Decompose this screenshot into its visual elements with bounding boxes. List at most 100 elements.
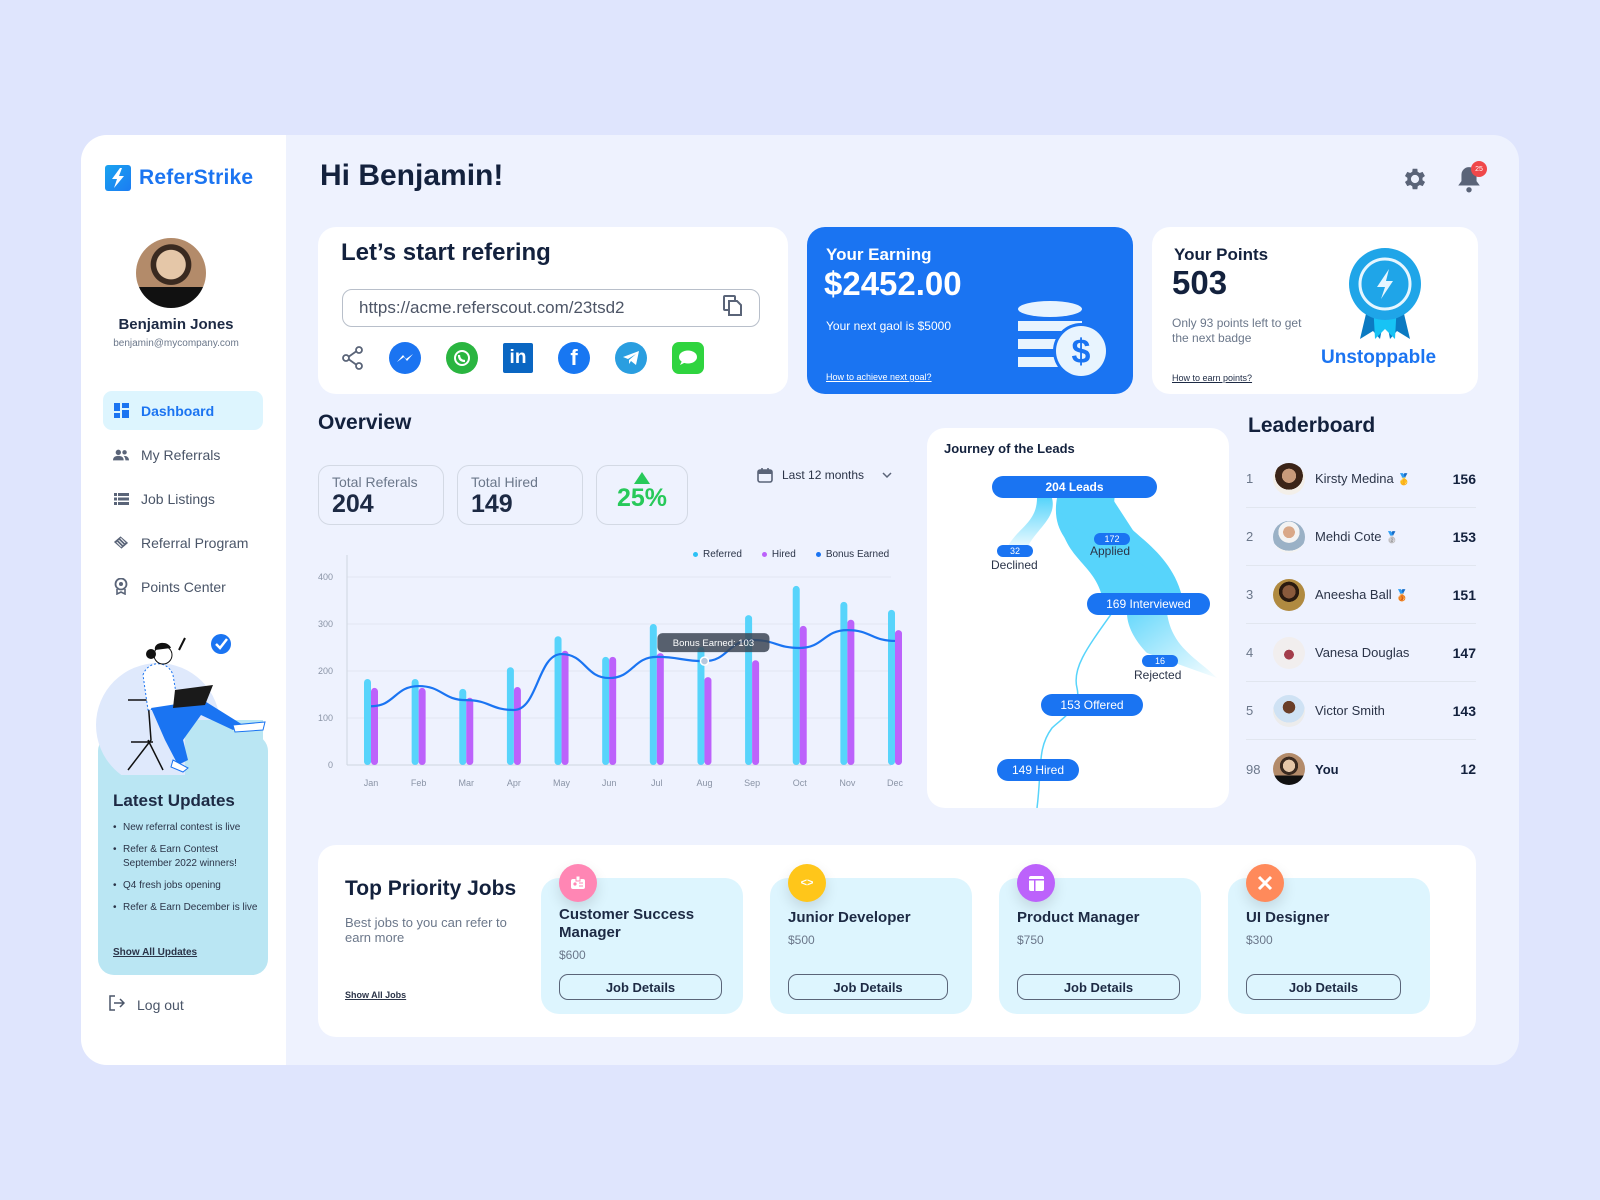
journey-leads: 204 Leads bbox=[992, 476, 1157, 498]
job-details-button[interactable]: Job Details bbox=[1246, 974, 1401, 1000]
leader-score: 151 bbox=[1452, 586, 1476, 603]
leader-score: 12 bbox=[1460, 761, 1476, 777]
job-title: UI Designer bbox=[1246, 909, 1330, 926]
messenger-icon[interactable] bbox=[389, 342, 421, 374]
leader-score: 147 bbox=[1452, 644, 1476, 661]
achieve-goal-link[interactable]: How to achieve next goal? bbox=[826, 372, 932, 382]
job-card: Product Manager $750 Job Details bbox=[999, 864, 1201, 1014]
leader-name: Mehdi Cote 🥈 bbox=[1315, 529, 1399, 544]
date-range-dropdown[interactable]: Last 12 months bbox=[757, 467, 893, 483]
telegram-icon[interactable] bbox=[615, 342, 647, 374]
sidebar-item-dashboard[interactable]: Dashboard bbox=[103, 391, 263, 430]
logo[interactable]: ReferStrike bbox=[105, 165, 253, 191]
share-icon[interactable] bbox=[342, 346, 364, 370]
settings-button[interactable] bbox=[1399, 163, 1431, 195]
job-details-button[interactable]: Job Details bbox=[559, 974, 722, 1000]
show-all-updates-link[interactable]: Show All Updates bbox=[113, 947, 198, 958]
stat-total-referrals: Total Referals 204 bbox=[318, 465, 444, 525]
leaderboard-row-you[interactable]: 98 You 12 bbox=[1246, 740, 1476, 798]
declined-count: 32 bbox=[997, 545, 1033, 557]
gold-medal-icon: 🥇 bbox=[1397, 474, 1412, 486]
bronze-medal-icon: 🥉 bbox=[1395, 590, 1409, 602]
leaderboard-list: 1 Kirsty Medina 🥇 156 2 Mehdi Cote 🥈 153… bbox=[1246, 450, 1476, 798]
avatar bbox=[1273, 753, 1305, 785]
svg-text:Jul: Jul bbox=[651, 778, 663, 788]
leaderboard-row[interactable]: 1 Kirsty Medina 🥇 156 bbox=[1246, 450, 1476, 508]
stat-value: 204 bbox=[332, 490, 374, 518]
job-pay: $600 bbox=[559, 948, 586, 962]
svg-text:300: 300 bbox=[318, 619, 333, 629]
coins-icon: $ bbox=[1018, 301, 1109, 379]
sidebar-item-job-listings[interactable]: Job Listings bbox=[103, 479, 263, 518]
sidebar-item-my-referrals[interactable]: My Referrals bbox=[103, 435, 263, 474]
latest-updates-card: Latest Updates New referral contest is l… bbox=[98, 735, 268, 975]
badge-name: Unstoppable bbox=[1321, 347, 1437, 368]
leaderboard-row[interactable]: 4 Vanesa Douglas 147 bbox=[1246, 624, 1476, 682]
user-avatar[interactable] bbox=[136, 238, 206, 308]
svg-text:Bonus Earned: 103: Bonus Earned: 103 bbox=[673, 638, 754, 649]
sidebar-item-label: Job Listings bbox=[141, 490, 215, 507]
copy-icon[interactable] bbox=[723, 294, 743, 322]
page-title: Hi Benjamin! bbox=[320, 159, 504, 192]
sidebar-item-points-center[interactable]: Points Center bbox=[103, 567, 263, 606]
svg-text:$: $ bbox=[1072, 333, 1091, 371]
show-all-jobs-link[interactable]: Show All Jobs bbox=[345, 990, 407, 1000]
share-buttons: in f bbox=[342, 342, 704, 374]
stat-value: 149 bbox=[471, 490, 513, 518]
app-window: ReferStrike Benjamin Jones benjamin@myco… bbox=[81, 135, 1519, 1065]
facebook-icon[interactable]: f bbox=[558, 342, 590, 374]
sidebar-item-label: Points Center bbox=[141, 578, 226, 595]
logout-button[interactable]: Log out bbox=[109, 995, 184, 1014]
svg-text:100: 100 bbox=[318, 713, 333, 723]
applied-label: Applied bbox=[1090, 544, 1131, 558]
id-badge-icon bbox=[559, 864, 597, 902]
job-details-button[interactable]: Job Details bbox=[1017, 974, 1180, 1000]
notification-badge: 25 bbox=[1471, 161, 1487, 177]
sidebar-item-referral-program[interactable]: Referral Program bbox=[103, 523, 263, 562]
job-card: <> Junior Developer $500 Job Details bbox=[770, 864, 972, 1014]
header-actions: 25 bbox=[1399, 161, 1487, 195]
stat-label: Total Hired bbox=[471, 474, 538, 490]
referral-url-field[interactable]: https://acme.referscout.com/23tsd2 bbox=[342, 289, 760, 327]
avatar bbox=[1273, 520, 1305, 553]
svg-text:Jun: Jun bbox=[602, 778, 617, 788]
linkedin-icon[interactable]: in bbox=[503, 343, 533, 373]
sidebar-item-label: My Referrals bbox=[141, 446, 221, 463]
sidebar-item-label: Referral Program bbox=[141, 534, 249, 551]
leaderboard-row[interactable]: 2 Mehdi Cote 🥈 153 bbox=[1246, 508, 1476, 566]
chart-legend: Referred Hired Bonus Earned bbox=[693, 549, 889, 560]
messages-icon[interactable] bbox=[672, 342, 704, 374]
leaderboard-row[interactable]: 3 Aneesha Ball 🥉 151 bbox=[1246, 566, 1476, 624]
leader-name: You bbox=[1315, 761, 1339, 777]
rank: 3 bbox=[1246, 587, 1254, 602]
avatar bbox=[1273, 694, 1305, 727]
svg-text:Sep: Sep bbox=[744, 778, 760, 788]
chevron-down-icon bbox=[882, 472, 892, 479]
notifications-button[interactable]: 25 bbox=[1453, 161, 1487, 195]
leader-name: Kirsty Medina 🥇 bbox=[1315, 471, 1412, 486]
person-laptop-illustration bbox=[96, 634, 266, 775]
update-item: New referral contest is live bbox=[113, 821, 263, 835]
silver-medal-icon: 🥈 bbox=[1385, 532, 1399, 544]
earning-goal: Your next gaol is $5000 bbox=[826, 319, 951, 333]
job-title: Product Manager bbox=[1017, 909, 1140, 926]
job-card: Customer Success Manager $600 Job Detail… bbox=[541, 864, 743, 1014]
overview-chart[interactable]: 0 100 200 300 400 Jan Feb Mar Apr May Jun Jul Aug Sep… bbox=[313, 555, 913, 805]
avatar bbox=[1273, 462, 1305, 495]
journey-title: Journey of the Leads bbox=[944, 441, 1075, 456]
points-card: Your Points 503 Only 93 points left to g… bbox=[1152, 227, 1478, 394]
leaderboard-row[interactable]: 5 Victor Smith 143 bbox=[1246, 682, 1476, 740]
earn-points-link[interactable]: How to earn points? bbox=[1172, 373, 1253, 383]
legend-referred: Referred bbox=[693, 549, 742, 560]
updates-list: New referral contest is live Refer & Ear… bbox=[113, 821, 263, 923]
design-tools-icon bbox=[1246, 864, 1284, 902]
points-label: Your Points bbox=[1174, 245, 1269, 264]
stat-label: Total Referals bbox=[332, 474, 418, 490]
dashboard-icon bbox=[113, 403, 129, 419]
job-details-button[interactable]: Job Details bbox=[788, 974, 948, 1000]
whatsapp-icon[interactable] bbox=[446, 342, 478, 374]
date-range-value: Last 12 months bbox=[782, 468, 865, 482]
trend-up-icon bbox=[634, 472, 650, 484]
svg-text:400: 400 bbox=[318, 572, 333, 582]
job-title: Customer Success Manager bbox=[559, 906, 695, 941]
